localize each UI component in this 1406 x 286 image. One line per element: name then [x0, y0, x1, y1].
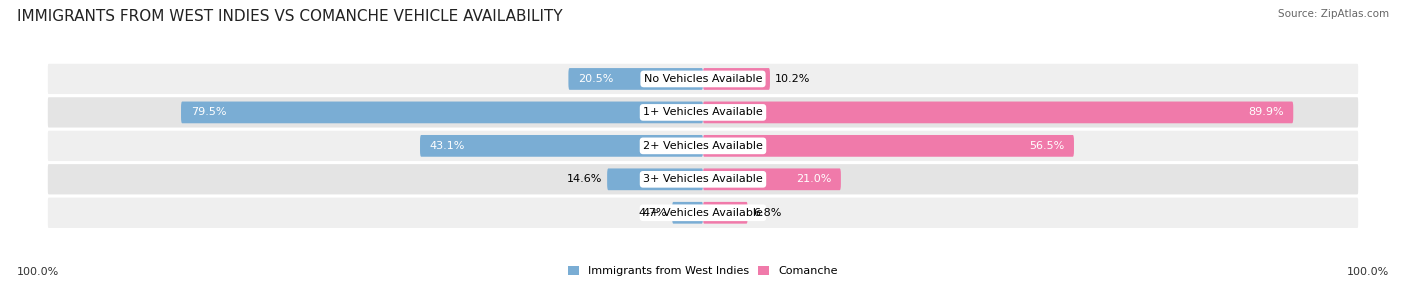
- Text: 89.9%: 89.9%: [1247, 108, 1284, 118]
- Text: IMMIGRANTS FROM WEST INDIES VS COMANCHE VEHICLE AVAILABILITY: IMMIGRANTS FROM WEST INDIES VS COMANCHE …: [17, 9, 562, 23]
- FancyBboxPatch shape: [672, 202, 703, 224]
- Text: 1+ Vehicles Available: 1+ Vehicles Available: [643, 108, 763, 118]
- Text: 4+ Vehicles Available: 4+ Vehicles Available: [643, 208, 763, 218]
- Text: No Vehicles Available: No Vehicles Available: [644, 74, 762, 84]
- Text: 3+ Vehicles Available: 3+ Vehicles Available: [643, 174, 763, 184]
- FancyBboxPatch shape: [181, 102, 703, 123]
- FancyBboxPatch shape: [703, 135, 1074, 157]
- Text: 100.0%: 100.0%: [17, 267, 59, 277]
- FancyBboxPatch shape: [46, 62, 1360, 96]
- Text: 2+ Vehicles Available: 2+ Vehicles Available: [643, 141, 763, 151]
- Legend: Immigrants from West Indies, Comanche: Immigrants from West Indies, Comanche: [564, 261, 842, 281]
- FancyBboxPatch shape: [46, 163, 1360, 196]
- Text: 100.0%: 100.0%: [1347, 267, 1389, 277]
- Text: Source: ZipAtlas.com: Source: ZipAtlas.com: [1278, 9, 1389, 19]
- Text: 56.5%: 56.5%: [1029, 141, 1064, 151]
- Text: 43.1%: 43.1%: [430, 141, 465, 151]
- FancyBboxPatch shape: [46, 129, 1360, 162]
- Text: 4.7%: 4.7%: [638, 208, 666, 218]
- Text: 14.6%: 14.6%: [567, 174, 602, 184]
- FancyBboxPatch shape: [46, 196, 1360, 229]
- FancyBboxPatch shape: [420, 135, 703, 157]
- FancyBboxPatch shape: [703, 168, 841, 190]
- FancyBboxPatch shape: [46, 96, 1360, 129]
- FancyBboxPatch shape: [607, 168, 703, 190]
- Text: 79.5%: 79.5%: [191, 108, 226, 118]
- FancyBboxPatch shape: [703, 202, 748, 224]
- FancyBboxPatch shape: [703, 102, 1294, 123]
- Text: 20.5%: 20.5%: [578, 74, 613, 84]
- Text: 6.8%: 6.8%: [752, 208, 782, 218]
- Text: 21.0%: 21.0%: [796, 174, 831, 184]
- FancyBboxPatch shape: [703, 68, 770, 90]
- Text: 10.2%: 10.2%: [775, 74, 811, 84]
- FancyBboxPatch shape: [568, 68, 703, 90]
